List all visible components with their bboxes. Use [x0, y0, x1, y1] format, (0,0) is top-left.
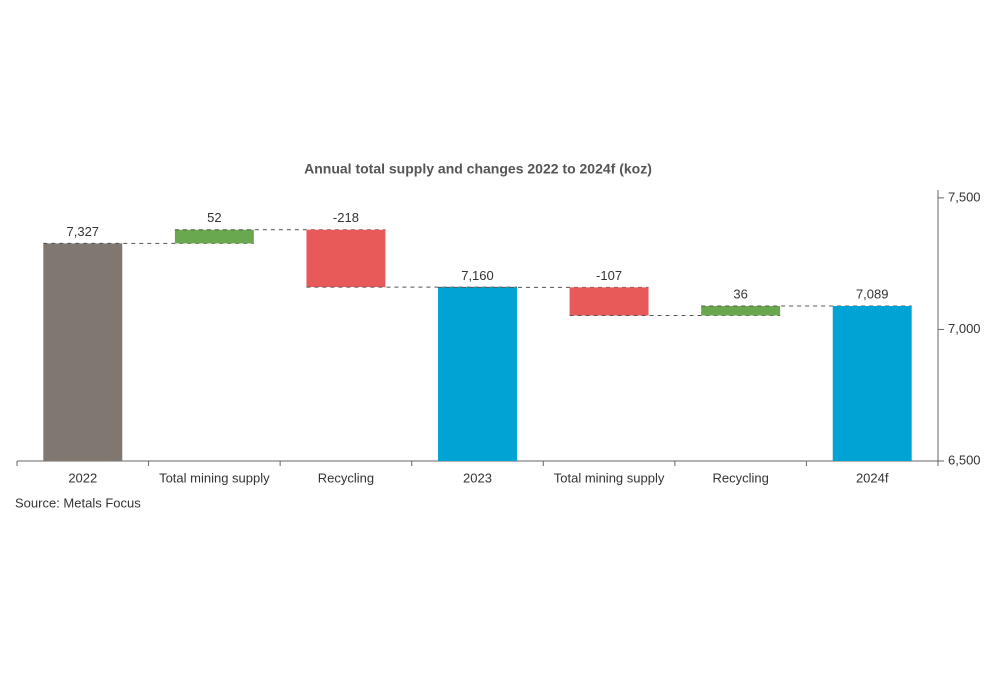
data-label: 7,327 [67, 224, 100, 239]
bar [701, 306, 781, 316]
bar [438, 287, 517, 461]
x-tick-label: 2024f [856, 470, 889, 485]
data-label: 52 [207, 210, 221, 225]
x-tick-label: Total mining supply [554, 470, 665, 485]
bar [306, 229, 386, 288]
x-tick-label: Total mining supply [159, 470, 270, 485]
data-label: 36 [733, 286, 747, 301]
x-tick-label: 2023 [463, 470, 492, 485]
data-label: 7,089 [856, 286, 889, 301]
y-tick-label: 6,500 [948, 452, 981, 467]
x-tick-label: Recycling [712, 470, 768, 485]
bar [569, 287, 649, 316]
bar [174, 229, 254, 244]
bar [832, 306, 912, 461]
source-note: Source: Metals Focus [15, 495, 141, 510]
data-label: -107 [596, 268, 622, 283]
x-tick-label: 2022 [68, 470, 97, 485]
bar [43, 243, 123, 461]
y-tick-label: 7,500 [948, 189, 981, 204]
y-tick-label: 7,000 [948, 321, 981, 336]
data-label: -218 [333, 210, 359, 225]
x-tick-label: Recycling [318, 470, 374, 485]
chart-title: Annual total supply and changes 2022 to … [304, 161, 652, 177]
data-label: 7,160 [461, 268, 494, 283]
